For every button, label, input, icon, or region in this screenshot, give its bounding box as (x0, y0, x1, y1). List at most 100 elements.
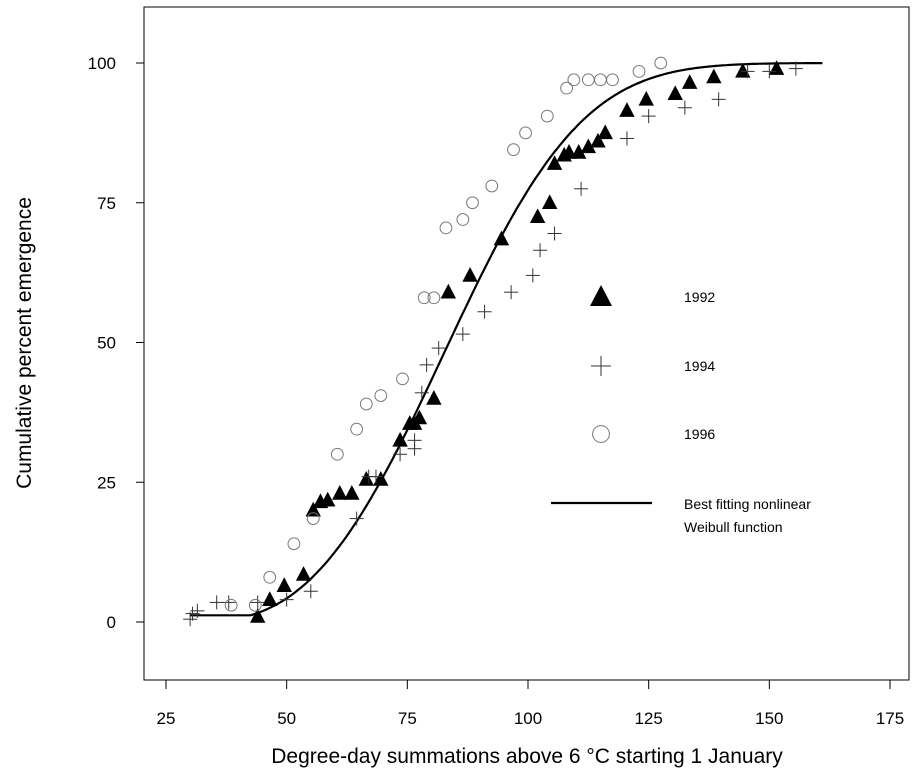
point-1994 (762, 64, 777, 79)
point-1994 (303, 584, 318, 599)
point-1992 (597, 124, 613, 140)
point-1992 (440, 283, 457, 299)
point-1996 (654, 56, 668, 70)
x-axis-title: Degree-day summations above 6 °C startin… (271, 745, 783, 768)
point-1994 (209, 595, 224, 610)
point-1994 (477, 304, 492, 319)
point-1996 (439, 221, 453, 235)
point-1992 (411, 409, 428, 425)
x-tick-label: 125 (634, 709, 662, 728)
point-1996 (306, 512, 320, 525)
point-1994 (533, 243, 548, 258)
point-1992 (681, 74, 698, 89)
point-1994 (190, 603, 205, 618)
point-1996 (427, 291, 441, 305)
point-1996 (567, 73, 581, 87)
point-1996 (330, 447, 344, 461)
point-1992 (619, 102, 635, 117)
point-1994 (414, 385, 429, 400)
point-1994 (183, 612, 198, 627)
point-1996 (248, 598, 262, 612)
x-tick-label: 100 (514, 709, 542, 728)
point-1994 (677, 100, 692, 115)
point-1996 (485, 179, 499, 193)
plot-frame (143, 6, 910, 681)
point-1994 (525, 268, 540, 283)
point-1996 (224, 598, 238, 612)
point-1992 (462, 267, 478, 282)
legend-label-1996: 1996 (684, 426, 715, 442)
point-1994 (279, 592, 294, 607)
point-1994 (349, 511, 364, 526)
point-1994 (619, 131, 634, 146)
point-1992 (561, 144, 577, 159)
legend-label-1992: 1992 (684, 289, 715, 305)
series-1992 (250, 60, 785, 623)
point-1994 (574, 181, 589, 196)
y-tick-label: 0 (107, 613, 116, 632)
point-1996 (540, 109, 554, 123)
point-1994 (788, 61, 803, 76)
point-1992 (358, 471, 375, 486)
point-1992 (590, 132, 606, 148)
point-1992 (570, 144, 587, 159)
y-tick-label: 50 (97, 334, 116, 353)
y-tick-label: 25 (97, 473, 116, 492)
data-points-layer (183, 56, 803, 627)
point-1996 (560, 81, 573, 95)
point-1996 (507, 143, 520, 157)
point-1994 (431, 341, 446, 356)
point-1996 (456, 213, 470, 226)
y-tick-label: 75 (97, 194, 116, 213)
point-1996 (632, 65, 646, 78)
legend-marker-1992 (590, 285, 612, 306)
point-1992 (706, 68, 722, 84)
point-1994 (455, 327, 470, 342)
point-1992 (250, 608, 266, 623)
point-1994 (740, 64, 755, 79)
x-tick-label: 25 (157, 709, 176, 728)
point-1992 (344, 485, 360, 500)
legend-label-1994: 1994 (684, 358, 715, 374)
point-1996 (396, 372, 409, 386)
point-1996 (519, 126, 532, 140)
point-1992 (332, 485, 348, 500)
legend-marker-1996 (592, 425, 610, 443)
point-1996 (263, 570, 277, 584)
fit-curve-layer (190, 62, 823, 617)
point-1996 (374, 389, 388, 402)
point-1992 (667, 85, 683, 101)
x-tick-label: 75 (398, 709, 417, 728)
point-1992 (305, 501, 321, 517)
point-1994 (368, 469, 383, 484)
point-1996 (359, 397, 373, 411)
legend: 1992 1994 1996 Best fitting nonlinear Weibul… (551, 285, 811, 535)
point-1992 (392, 431, 408, 447)
point-1994 (504, 285, 519, 300)
point-1994 (221, 595, 236, 610)
y-tick-label: 100 (88, 54, 116, 73)
point-1992 (580, 138, 597, 154)
point-1992 (262, 591, 278, 606)
point-1992 (638, 90, 654, 106)
point-1996 (287, 537, 301, 551)
point-1994 (393, 447, 408, 462)
legend-marker-1994 (591, 356, 611, 376)
axes: 25 50 75 100 125 150 175 0 25 50 75 100 (88, 54, 905, 728)
point-1994 (419, 357, 434, 372)
point-1994 (407, 433, 422, 448)
point-1992 (735, 62, 751, 78)
point-1992 (493, 230, 510, 246)
point-1992 (542, 194, 558, 210)
y-axis-title: Cumulative percent emergence (13, 197, 36, 489)
point-1992 (319, 491, 336, 507)
point-1994 (711, 92, 726, 107)
legend-fit-label-line1: Best fitting nonlinear (684, 496, 811, 512)
x-tick-label: 175 (876, 709, 904, 728)
fit-curve (190, 62, 823, 617)
point-1996 (606, 73, 619, 87)
point-1992 (276, 577, 292, 592)
point-1992 (529, 208, 546, 224)
point-1992 (426, 390, 442, 405)
